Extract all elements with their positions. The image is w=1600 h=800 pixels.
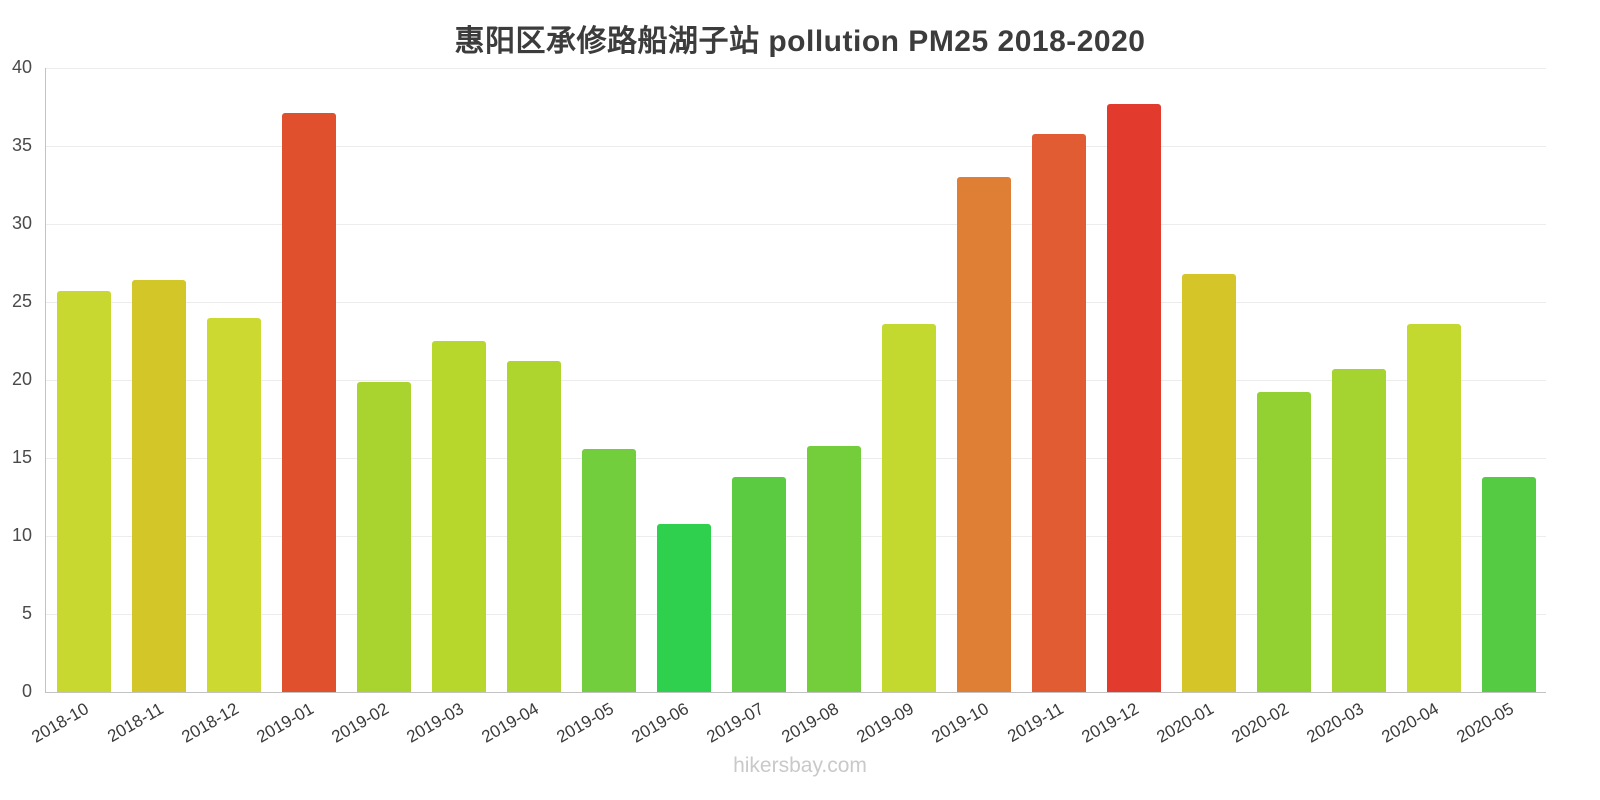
bar-2020-04 [1406,323,1461,692]
x-tick-label-2019-02: 2019-02 [328,699,392,747]
y-tick-label-0: 0 [21,681,32,701]
gridline-30 [46,224,1546,225]
x-tick-label-2020-04: 2020-04 [1378,699,1442,747]
gridline-20 [46,380,1546,381]
bar-2019-05 [581,448,636,692]
gridline-15 [46,458,1546,459]
bar-2019-06 [656,523,711,692]
x-tick-label-2019-05: 2019-05 [553,699,617,747]
bar-2019-04 [506,361,561,692]
gridline-10 [46,536,1546,537]
bar-2020-02 [1256,392,1311,692]
x-tick-label-2019-09: 2019-09 [853,699,917,747]
plot-area [45,68,1546,693]
x-tick-label-2019-04: 2019-04 [478,699,542,747]
x-tick-label-2018-11: 2018-11 [104,699,167,747]
gridline-40 [46,68,1546,69]
bar-2018-10 [56,291,111,692]
x-tick-label-2020-03: 2020-03 [1303,699,1367,747]
gridline-25 [46,302,1546,303]
y-tick-label-25: 25 [11,291,32,311]
y-tick-label-30: 30 [11,213,32,233]
bar-2019-08 [806,445,861,692]
gridline-35 [46,146,1546,147]
bar-2019-01 [281,113,336,692]
bar-2018-12 [206,317,261,692]
bar-2020-03 [1331,369,1386,692]
y-tick-label-40: 40 [11,57,32,77]
x-tick-label-2019-10: 2019-10 [928,699,992,747]
x-tick-label-2018-12: 2018-12 [178,699,242,747]
x-tick-label-2020-05: 2020-05 [1453,699,1517,747]
bar-2019-02 [356,381,411,692]
y-tick-label-35: 35 [11,135,32,155]
bar-2019-09 [881,323,936,692]
x-tick-label-2020-02: 2020-02 [1228,699,1292,747]
bar-2019-03 [431,341,486,692]
x-tick-label-2019-06: 2019-06 [628,699,692,747]
bar-2019-12 [1106,103,1161,692]
bar-2019-11 [1031,133,1086,692]
y-tick-label-10: 10 [11,525,32,545]
chart-title: 惠阳区承修路船湖子站 pollution PM25 2018-2020 [454,25,1146,58]
x-tick-label-2020-01: 2020-01 [1153,699,1217,747]
y-tick-label-5: 5 [21,603,32,623]
y-axis-labels: 0 5 10 15 20 25 30 35 40 [0,0,40,800]
x-tick-label-2019-07: 2019-07 [703,699,767,747]
y-tick-label-15: 15 [11,447,32,467]
x-tick-label-2019-12: 2019-12 [1078,699,1142,747]
x-tick-label-2019-11: 2019-11 [1004,699,1067,747]
x-tick-label-2019-01: 2019-01 [253,699,317,747]
x-tick-label-2019-08: 2019-08 [778,699,842,747]
x-tick-label-2019-03: 2019-03 [403,699,467,747]
bar-2018-11 [131,280,186,692]
bar-2020-05 [1481,476,1536,692]
gridline-5 [46,614,1546,615]
watermark-text: hikersbay.com [733,754,867,777]
bar-2019-07 [731,476,786,692]
bar-2019-10 [956,177,1011,692]
bar-2020-01 [1181,273,1236,692]
y-tick-label-20: 20 [11,369,32,389]
